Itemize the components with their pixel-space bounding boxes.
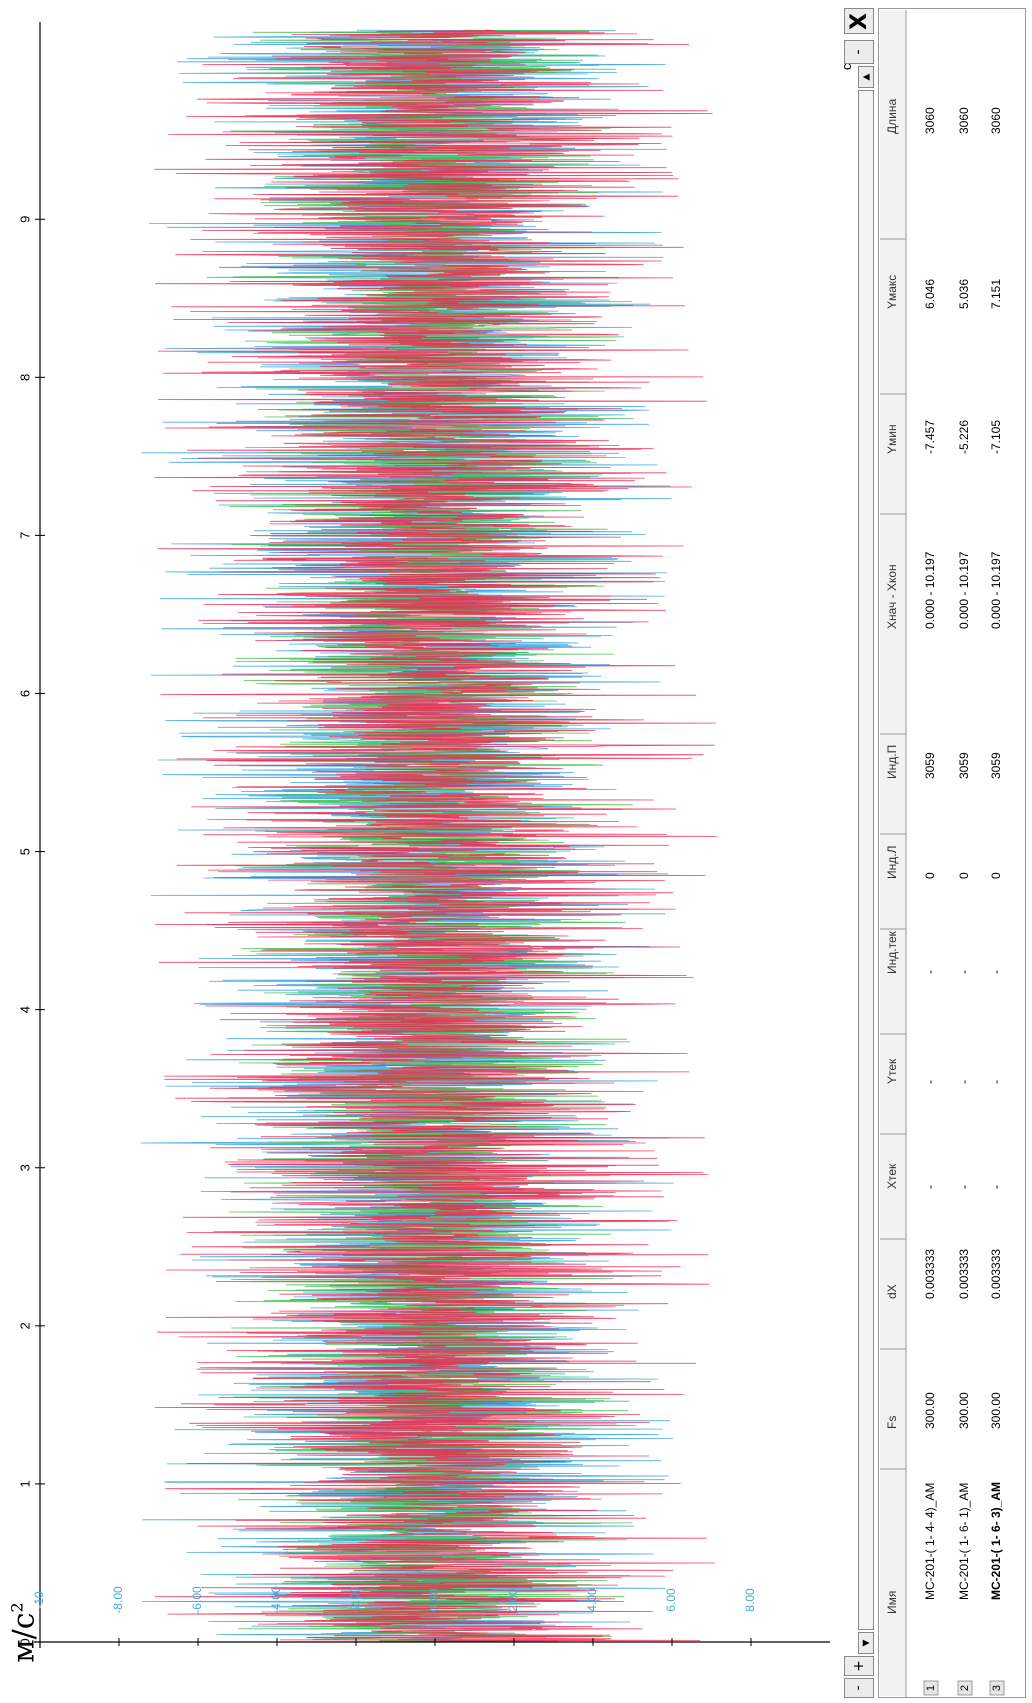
row-index-box — [989, 1680, 1005, 1696]
signal-traces — [140, 29, 717, 1643]
table-header-cell: Yтек — [885, 1058, 899, 1084]
table-cell: 0.000 - 10.197 — [923, 551, 937, 629]
y-unit-text: м/с — [6, 1611, 42, 1663]
row-index-box — [923, 1680, 939, 1696]
collapse-button[interactable]: - — [844, 40, 874, 64]
y-tick-label: -4.00 — [269, 1586, 283, 1614]
table-header-cell: Длина — [885, 99, 899, 134]
table-cell: - — [989, 1080, 1003, 1084]
table-header-cell: Инд.П — [885, 745, 899, 779]
y-tick-label: 2.00 — [506, 1588, 520, 1612]
y-tick-label: -10 — [32, 1591, 46, 1609]
table-header-cell: Xнач - Xкон — [885, 564, 899, 629]
table-header-cell: Yмин — [885, 424, 899, 454]
y-tick-label: 8.00 — [743, 1588, 757, 1612]
x-tick-label: 1 — [17, 1480, 32, 1487]
table-cell: -5.226 — [957, 420, 971, 454]
table-cell: 300.00 — [923, 1392, 937, 1429]
minus-icon: - — [851, 49, 867, 55]
table-cell: -7.457 — [923, 420, 937, 454]
table-cell: 3060 — [923, 107, 937, 134]
scroll-arrow-end[interactable]: ▼ — [858, 1632, 874, 1654]
x-tick-label: 5 — [17, 848, 32, 855]
minus-icon: - — [851, 1685, 867, 1691]
table-cell: 0 — [989, 872, 1003, 879]
table-cell: 0.003333 — [923, 1249, 937, 1299]
table-cell: 0 — [923, 872, 937, 879]
zoom-out-button[interactable]: - — [844, 1678, 874, 1698]
table-cell: 6.046 — [923, 279, 937, 309]
arrow-down-icon: ▼ — [860, 1639, 871, 1647]
axes: 0 1 2 3 4 5 6 7 8 9 -10 -8.00 -6.00 -4.00 -2.00 0.00 2.0… — [17, 22, 830, 1648]
x-tick-label: 6 — [17, 690, 32, 697]
table-cell: - — [923, 970, 937, 974]
row-index: 2 — [959, 1685, 971, 1691]
table-cell: - — [923, 1080, 937, 1084]
horizontal-scrollbar-track[interactable] — [858, 90, 874, 1630]
table-cell: 300.00 — [989, 1392, 1003, 1429]
table-header-cell: dX — [885, 1284, 899, 1299]
table-cell: 3060 — [957, 107, 971, 134]
x-tick-label: 7 — [17, 532, 32, 539]
channel-table[interactable]: Имя Fs dX Xтек Yтек Инд.тек Инд.Л Инд.П Xнач - X… — [879, 9, 1027, 1699]
x-tick-label: 0 — [17, 1638, 32, 1645]
table-cell: - — [957, 1080, 971, 1084]
x-tick-label: 9 — [17, 216, 32, 223]
y-tick-label: -8.00 — [111, 1586, 125, 1614]
table-header-cell: Имя — [885, 1591, 899, 1614]
table-cell: - — [989, 1185, 1003, 1189]
table-cell: 0.003333 — [989, 1249, 1003, 1299]
table-cell: - — [923, 1185, 937, 1189]
table-header-cell: Xтек — [885, 1163, 899, 1189]
table-cell: 3059 — [923, 752, 937, 779]
table-header-cell: Инд.Л — [885, 846, 899, 879]
table-header-cell: Yмакс — [885, 275, 899, 309]
scroll-arrow-start[interactable]: ▲ — [858, 66, 874, 88]
row-index: 1 — [925, 1685, 937, 1691]
zoom-in-button[interactable]: + — [844, 1656, 874, 1676]
table-cell: 0 — [957, 872, 971, 879]
x-tick-label: 4 — [17, 1006, 32, 1013]
x-tick-label: 3 — [17, 1164, 32, 1171]
y-tick-label: 6.00 — [664, 1588, 678, 1612]
table-cell: 3059 — [989, 752, 1003, 779]
table-cell: - — [957, 970, 971, 974]
close-icon: X — [846, 12, 872, 30]
table-cell: 7.151 — [989, 279, 1003, 309]
table-cell: - — [989, 970, 1003, 974]
table-cell: -7.105 — [989, 420, 1003, 454]
series-line-3 — [154, 29, 717, 1643]
table-cell: 5.036 — [957, 279, 971, 309]
y-tick-label: 0.00 — [427, 1588, 441, 1612]
table-cell: 3059 — [957, 752, 971, 779]
y-tick-label: -6.00 — [190, 1586, 204, 1614]
table-cell: 3060 — [989, 107, 1003, 134]
table-cell: 0.000 - 10.197 — [957, 551, 971, 629]
table-header-band — [880, 10, 906, 1696]
table-cell: МС-201-( 1- 6- 1)_АМ — [957, 1483, 971, 1600]
arrow-up-icon: ▲ — [860, 73, 871, 81]
y-tick-label: 4.00 — [585, 1588, 599, 1612]
y-unit-power: 2 — [7, 1601, 27, 1612]
plus-icon: + — [850, 1660, 867, 1672]
close-button[interactable]: X — [844, 8, 874, 34]
table-header-cell: Инд.тек — [885, 930, 899, 974]
x-tick-label: 2 — [17, 1322, 32, 1329]
row-index: 3 — [991, 1685, 1003, 1691]
table-cell: МС-201-( 1- 4- 4)_АМ — [923, 1483, 937, 1600]
row-index-box — [957, 1680, 973, 1696]
y-axis-unit-label: м/с2 — [4, 1562, 44, 1702]
table-cell: МС-201-( 1- 6- 3)_АМ — [989, 1482, 1003, 1600]
channel-table-panel[interactable]: Имя Fs dX Xтек Yтек Инд.тек Инд.Л Инд.П Xнач - X… — [878, 8, 1026, 1698]
table-cell: 0.003333 — [957, 1249, 971, 1299]
y-tick-label: -2.00 — [348, 1586, 362, 1614]
table-header-cell: Fs — [885, 1416, 899, 1429]
table-cell: 0.000 - 10.197 — [989, 551, 1003, 629]
table-cell: - — [957, 1185, 971, 1189]
table-cell: 300.00 — [957, 1392, 971, 1429]
x-tick-label: 8 — [17, 374, 32, 381]
